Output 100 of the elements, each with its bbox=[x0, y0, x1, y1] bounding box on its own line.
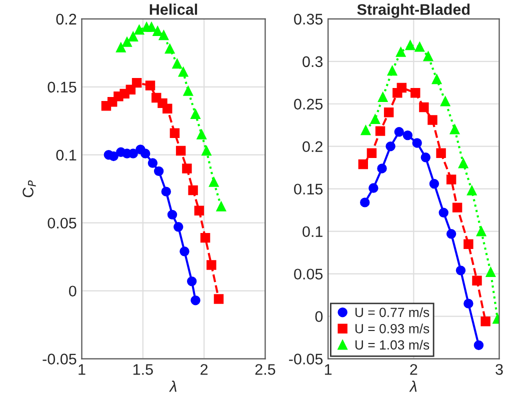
x-axis-title: λ bbox=[409, 380, 417, 392]
y-tick-label: -0.05 bbox=[289, 354, 323, 364]
point bbox=[387, 66, 398, 76]
chart-title: Straight-Bladed bbox=[357, 4, 470, 18]
point bbox=[436, 148, 446, 158]
legend-label: U = 1.03 m/s bbox=[355, 340, 430, 350]
y-tick-label: 0.2 bbox=[56, 14, 76, 25]
x-tick-label: 2 bbox=[200, 364, 208, 375]
x-tick-label: 1 bbox=[324, 364, 332, 375]
point bbox=[458, 158, 468, 168]
point bbox=[419, 102, 429, 112]
point bbox=[172, 58, 182, 69]
point bbox=[414, 42, 425, 52]
point bbox=[396, 47, 406, 57]
point bbox=[412, 138, 422, 148]
point bbox=[386, 142, 396, 152]
point bbox=[452, 202, 462, 212]
point bbox=[456, 266, 466, 276]
point bbox=[214, 294, 224, 304]
point bbox=[429, 178, 440, 189]
point bbox=[176, 146, 186, 156]
legend-label: U = 0.93 m/s bbox=[355, 324, 430, 334]
point bbox=[152, 26, 162, 36]
point bbox=[206, 260, 216, 270]
point bbox=[146, 22, 156, 32]
point bbox=[375, 126, 386, 136]
point bbox=[370, 114, 380, 124]
point bbox=[402, 130, 413, 140]
y-tick-label: 0.15 bbox=[48, 82, 76, 93]
x-tick-label: 1 bbox=[78, 364, 86, 375]
point bbox=[196, 130, 206, 140]
legend-label: U = 0.77 m/s bbox=[355, 307, 430, 318]
point bbox=[154, 166, 164, 176]
point bbox=[132, 78, 142, 88]
y-tick-label: 0.15 bbox=[294, 184, 323, 195]
point bbox=[358, 159, 368, 170]
point bbox=[464, 239, 474, 249]
point bbox=[438, 208, 448, 218]
point bbox=[466, 186, 477, 196]
point bbox=[202, 146, 212, 156]
point bbox=[446, 174, 456, 184]
point bbox=[174, 222, 184, 232]
point bbox=[178, 67, 188, 77]
x-axis-title: λ bbox=[169, 380, 176, 392]
x-tick-label: 1.5 bbox=[133, 364, 153, 375]
point bbox=[486, 267, 496, 277]
point bbox=[116, 42, 126, 52]
point bbox=[216, 202, 226, 212]
y-tick-label: 0.05 bbox=[294, 268, 323, 280]
x-tick-label: 2 bbox=[410, 364, 418, 375]
point bbox=[158, 30, 169, 40]
point bbox=[170, 128, 180, 138]
point bbox=[377, 164, 387, 174]
point bbox=[190, 295, 200, 306]
point bbox=[200, 232, 210, 243]
point bbox=[476, 226, 486, 236]
point bbox=[423, 51, 434, 62]
point bbox=[368, 183, 378, 193]
y-axis-title: C$_{P}$ bbox=[22, 180, 36, 198]
point bbox=[378, 92, 388, 102]
point bbox=[122, 37, 132, 47]
point bbox=[472, 276, 482, 286]
point bbox=[183, 86, 194, 96]
point bbox=[360, 198, 370, 208]
point bbox=[360, 125, 371, 136]
point bbox=[464, 298, 474, 308]
point bbox=[164, 44, 175, 54]
x-tick-label: 2.5 bbox=[255, 364, 276, 375]
point bbox=[128, 32, 138, 42]
point bbox=[145, 80, 156, 90]
y-tick-label: -0.05 bbox=[42, 354, 76, 364]
point bbox=[108, 151, 118, 162]
y-tick-label: 0.2 bbox=[302, 141, 322, 152]
point bbox=[194, 206, 204, 216]
y-tick-label: 0.1 bbox=[56, 150, 76, 161]
point bbox=[394, 127, 404, 137]
y-tick-label: 0.05 bbox=[48, 218, 76, 229]
point bbox=[134, 24, 144, 35]
point bbox=[396, 82, 407, 93]
x-tick-label: 3 bbox=[496, 364, 503, 375]
y-tick-label: 0.25 bbox=[294, 98, 323, 110]
point bbox=[428, 115, 438, 125]
point bbox=[190, 109, 200, 119]
point bbox=[384, 108, 394, 118]
y-tick-label: 0 bbox=[69, 286, 76, 297]
point bbox=[126, 84, 136, 94]
point bbox=[182, 164, 192, 174]
point bbox=[366, 148, 377, 158]
y-tick-label: 0.3 bbox=[302, 56, 323, 68]
y-tick-label: 0.1 bbox=[302, 226, 322, 238]
point bbox=[480, 316, 490, 326]
point bbox=[186, 276, 197, 286]
point bbox=[405, 40, 416, 50]
point bbox=[161, 186, 172, 196]
point bbox=[440, 96, 450, 106]
point bbox=[450, 124, 460, 134]
point bbox=[148, 158, 158, 168]
point bbox=[208, 177, 219, 187]
point bbox=[140, 148, 150, 158]
y-tick-label: 0 bbox=[315, 311, 323, 322]
